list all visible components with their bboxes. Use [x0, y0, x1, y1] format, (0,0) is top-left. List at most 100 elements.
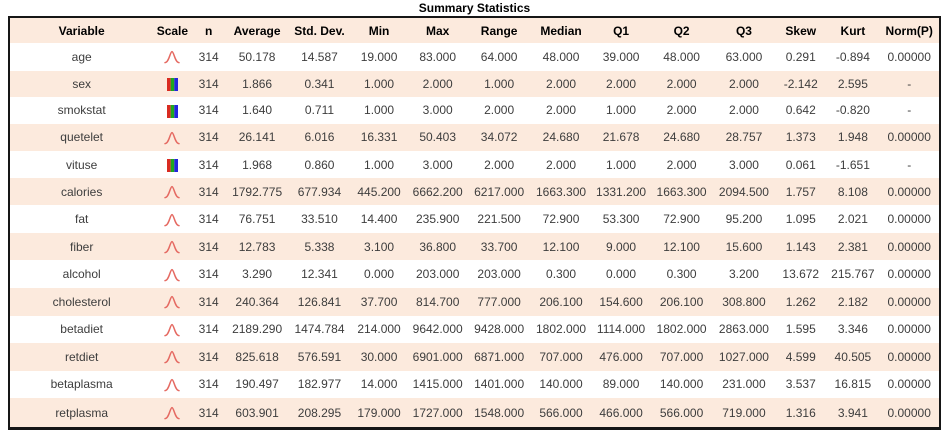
summary-statistics-table: Variable Scale n Average Std. Dev. Min Max Rang…	[8, 16, 941, 430]
scale-cell	[153, 316, 191, 344]
scale-cell	[153, 43, 191, 71]
q3-cell: 719.000	[722, 405, 766, 420]
normp-cell: 0.00000	[887, 130, 931, 145]
scale-cell	[153, 398, 191, 428]
q3-cell: 231.000	[722, 377, 766, 392]
normp-cell: 0.00000	[887, 239, 931, 254]
skew-cell: 0.291	[785, 49, 816, 64]
column-header-q2: Q2	[650, 17, 713, 43]
kurt-cell: 3.346	[837, 322, 868, 337]
min-cell: 16.331	[360, 130, 398, 145]
range-cell: 9428.000	[474, 322, 525, 337]
normp-cell: -	[907, 157, 912, 172]
kurt-cell: -1.651	[835, 157, 870, 172]
stddev-cell: 182.977	[297, 377, 342, 392]
range-cell: 6871.000	[474, 349, 525, 364]
stddev-cell: 0.860	[304, 157, 335, 172]
min-cell: 1.000	[364, 103, 395, 118]
normp-cell: 0.00000	[887, 49, 931, 64]
range-cell: 64.000	[480, 49, 518, 64]
column-header-norm-p: Norm(P)	[879, 17, 940, 43]
variable-cell: betadiet	[60, 322, 103, 337]
average-cell: 76.751	[238, 212, 276, 227]
q1-cell: 476.000	[599, 349, 643, 364]
skew-cell: 1.373	[785, 130, 816, 145]
rgb-bars-icon	[166, 104, 178, 118]
q3-cell: 2.000	[728, 103, 759, 118]
stddev-cell: 576.591	[297, 349, 342, 364]
min-cell: 214.000	[357, 322, 401, 337]
n-cell: 314	[198, 267, 219, 282]
max-cell: 1415.000	[412, 377, 463, 392]
median-cell: 48.000	[542, 49, 580, 64]
normp-cell: 0.00000	[887, 212, 931, 227]
scale-cell	[153, 343, 191, 371]
stddev-cell: 1474.784	[294, 322, 345, 337]
column-header-range: Range	[467, 17, 531, 43]
kurt-cell: 215.767	[831, 267, 875, 282]
q2-cell: 2.000	[666, 157, 697, 172]
skew-cell: 1.595	[785, 322, 816, 337]
bell-curve-icon	[164, 351, 181, 364]
bell-curve-icon	[164, 51, 181, 64]
median-cell: 566.000	[539, 405, 583, 420]
median-cell: 2.000	[546, 157, 577, 172]
min-cell: 0.000	[364, 267, 395, 282]
n-cell: 314	[198, 405, 219, 420]
median-cell: 2.000	[546, 76, 577, 91]
table-row: fat 314 76.751 33.510 14.400 235.900 221…	[9, 205, 940, 233]
skew-cell: -2.142	[783, 76, 818, 91]
scale-cell	[153, 151, 191, 178]
header-row: Variable Scale n Average Std. Dev. Min Max Rang…	[9, 17, 940, 43]
q2-cell: 140.000	[659, 377, 704, 392]
scale-cell	[153, 97, 191, 124]
max-cell: 2.000	[422, 76, 453, 91]
min-cell: 14.000	[360, 377, 398, 392]
average-cell: 240.364	[235, 294, 279, 309]
scale-cell	[153, 124, 191, 152]
rgb-bars-icon	[166, 158, 178, 172]
normp-cell: 0.00000	[887, 377, 931, 392]
q1-cell: 0.000	[606, 267, 637, 282]
stddev-cell: 33.510	[301, 212, 338, 227]
average-cell: 2189.290	[232, 322, 283, 337]
median-cell: 0.300	[546, 267, 577, 282]
kurt-cell: 2.595	[837, 76, 868, 91]
q2-cell: 206.100	[659, 294, 704, 309]
median-cell: 1802.000	[536, 322, 587, 337]
median-cell: 707.000	[539, 349, 583, 364]
stddev-cell: 14.587	[301, 49, 338, 64]
q1-cell: 9.000	[606, 239, 637, 254]
average-cell: 825.618	[235, 349, 279, 364]
median-cell: 140.000	[539, 377, 583, 392]
kurt-cell: -0.894	[835, 49, 870, 64]
median-cell: 72.900	[542, 212, 580, 227]
q1-cell: 1114.000	[596, 322, 646, 337]
average-cell: 3.290	[242, 267, 273, 282]
range-cell: 2.000	[484, 103, 515, 118]
q2-cell: 72.900	[663, 212, 700, 227]
max-cell: 3.000	[422, 157, 453, 172]
q2-cell: 12.100	[663, 239, 700, 254]
q3-cell: 63.000	[725, 49, 763, 64]
table-row: smokstat 314 1.640 0.711 1.000 3.000 2.0…	[9, 97, 940, 124]
column-header-median: Median	[530, 17, 592, 43]
bell-curve-icon	[164, 213, 181, 226]
average-cell: 12.783	[238, 239, 276, 254]
q2-cell: 24.680	[663, 130, 700, 145]
q3-cell: 3.000	[728, 157, 759, 172]
variable-cell: cholesterol	[52, 294, 111, 309]
table-row: age 314 50.178 14.587 19.000 83.000 64.0…	[9, 43, 940, 71]
bell-curve-icon	[164, 406, 181, 420]
kurt-cell: 16.815	[834, 377, 872, 392]
column-header-n: n	[191, 17, 226, 43]
variable-cell: retplasma	[55, 405, 108, 420]
q1-cell: 1.000	[606, 103, 637, 118]
q3-cell: 2863.000	[718, 322, 769, 337]
q2-cell: 1802.000	[656, 322, 707, 337]
n-cell: 314	[198, 239, 219, 254]
stddev-cell: 6.016	[304, 130, 335, 145]
table-row: quetelet 314 26.141 6.016 16.331 50.403 …	[9, 123, 940, 152]
column-header-kurt: Kurt	[826, 17, 880, 43]
table-body: age 314 50.178 14.587 19.000 83.000 64.0…	[9, 43, 940, 429]
